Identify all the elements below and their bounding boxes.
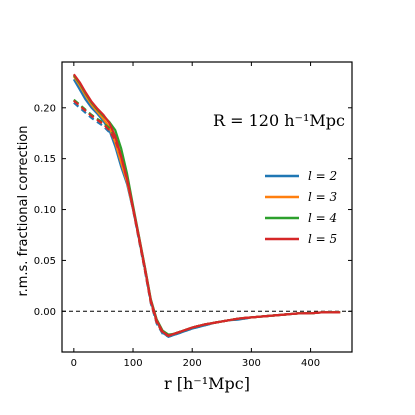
plot-frame [61, 61, 353, 353]
y-axis-label: r.m.s. fractional correction [16, 125, 31, 296]
legend-label-4: l = 4 [308, 211, 337, 225]
radius-annotation: R = 120 h⁻¹Mpc [213, 111, 345, 130]
x-tick-label: 400 [301, 358, 320, 369]
y-tick-label: 0.00 [34, 307, 56, 318]
legend-label-3: l = 3 [308, 190, 338, 204]
x-tick-label: 0 [71, 358, 77, 369]
legend-label-5: l = 5 [308, 232, 337, 246]
legend: l = 2 l = 3 l = 4 l = 5 [265, 169, 338, 246]
series-5-solid-line [72, 73, 341, 337]
y-tick-label: 0.15 [34, 154, 56, 165]
y-tick-label: 0.10 [34, 205, 56, 216]
y-tick-label: 0.20 [34, 103, 56, 114]
x-axis-label: r [h⁻¹Mpc] [164, 374, 250, 393]
x-tick-label: 300 [242, 358, 261, 369]
legend-label-2: l = 2 [308, 169, 337, 183]
x-tick-label: 100 [123, 358, 142, 369]
x-tick-label: 200 [183, 358, 202, 369]
y-tick-label: 0.05 [34, 256, 56, 267]
